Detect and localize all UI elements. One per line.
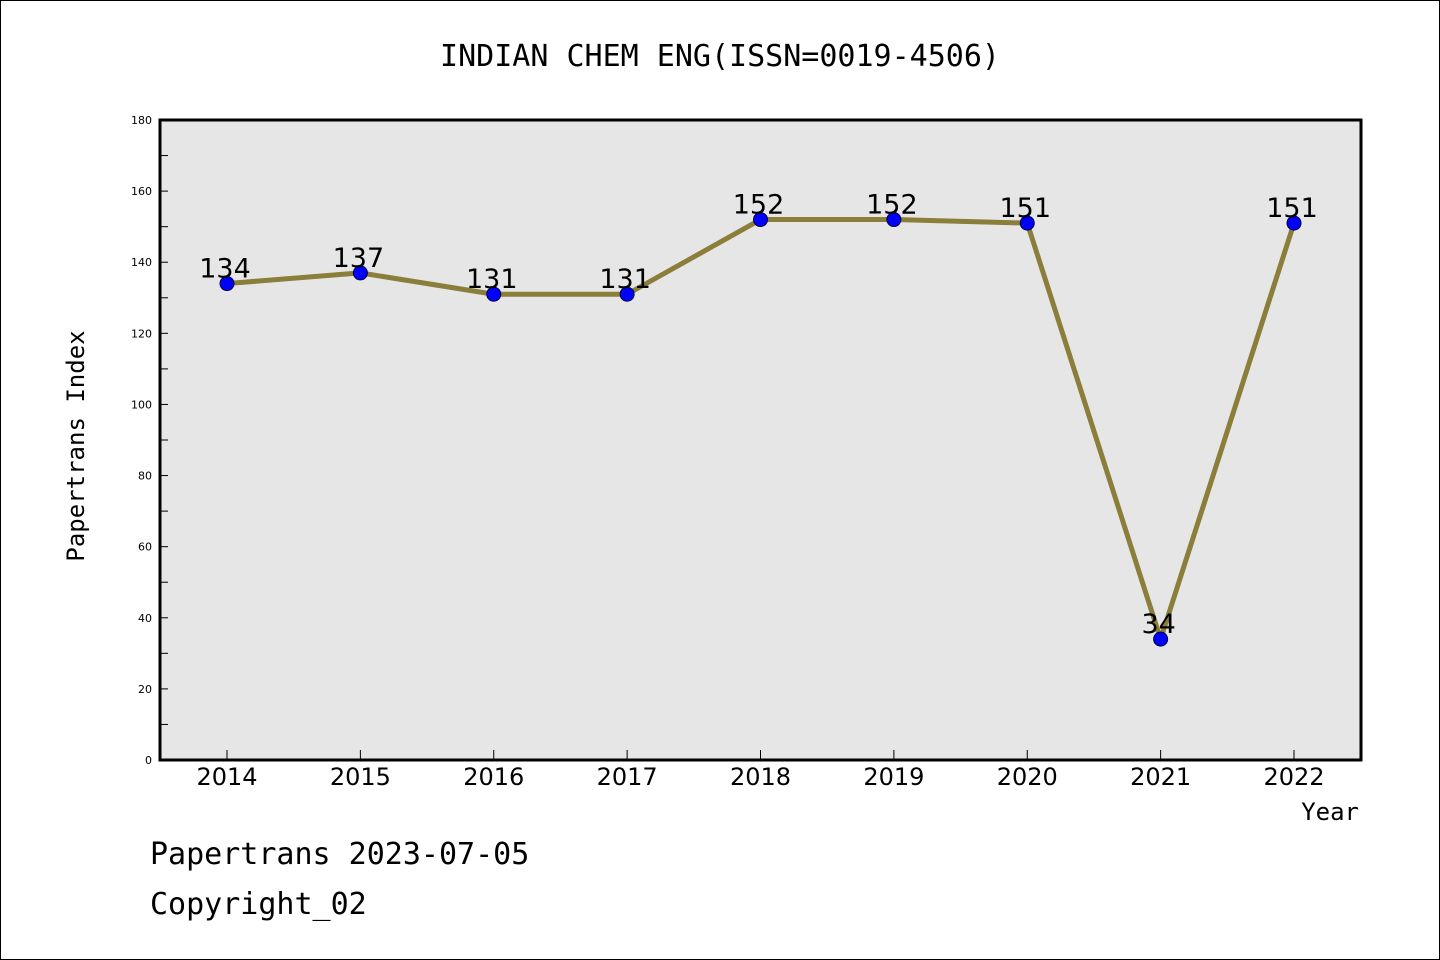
data-label: 134 xyxy=(199,254,251,285)
x-tick-label: 2016 xyxy=(463,763,524,791)
data-label: 152 xyxy=(866,190,918,221)
y-tick-label: 60 xyxy=(138,541,152,554)
x-tick-label: 2015 xyxy=(330,763,391,791)
x-tick-label: 2018 xyxy=(730,763,791,791)
x-tick-label: 2022 xyxy=(1263,763,1324,791)
data-point xyxy=(1019,215,1035,231)
y-tick-label: 80 xyxy=(138,470,152,483)
x-tick-label: 2014 xyxy=(196,763,257,791)
footer-copyright: Copyright_02 xyxy=(150,887,367,922)
data-point xyxy=(619,286,635,302)
data-label: 152 xyxy=(733,190,785,221)
y-tick-label: 120 xyxy=(131,327,152,340)
x-tick-label: 2017 xyxy=(597,763,658,791)
y-axis: 0 20 40 60 80 100 120 140 160 180 xyxy=(131,114,168,767)
x-axis: 2014 2015 2016 2017 2018 2019 2020 2021 2022 xyxy=(196,750,1325,791)
data-label: 131 xyxy=(599,264,651,295)
data-label: 151 xyxy=(999,193,1051,224)
y-tick-label: 140 xyxy=(131,256,152,269)
data-label: 151 xyxy=(1266,193,1318,224)
data-point xyxy=(886,212,902,228)
x-tick-label: 2021 xyxy=(1130,763,1191,791)
data-point xyxy=(753,212,768,228)
series-layer: 134 137 131 131 152 152 151 34 151 xyxy=(199,190,1318,647)
data-point xyxy=(486,286,502,302)
y-tick-label: 100 xyxy=(131,398,152,411)
data-point xyxy=(1153,631,1169,647)
data-point xyxy=(1286,215,1302,231)
chart-title: INDIAN CHEM ENG(ISSN=0019-4506) xyxy=(440,39,1000,74)
y-axis-label: Papertrans Index xyxy=(62,330,90,561)
data-point xyxy=(352,265,368,281)
data-label: 137 xyxy=(333,243,385,274)
x-tick-label: 2019 xyxy=(863,763,924,791)
data-label: 34 xyxy=(1141,609,1175,640)
data-label: 131 xyxy=(466,264,518,295)
y-tick-label: 160 xyxy=(131,185,152,198)
y-tick-label: 0 xyxy=(145,754,152,767)
data-point xyxy=(219,276,235,292)
footer-source: Papertrans 2023-07-05 xyxy=(150,837,529,872)
y-tick-label: 40 xyxy=(138,612,152,625)
x-axis-label: Year xyxy=(1301,798,1359,826)
y-tick-label: 180 xyxy=(131,114,152,127)
x-tick-label: 2020 xyxy=(997,763,1058,791)
y-tick-label: 20 xyxy=(138,683,152,696)
